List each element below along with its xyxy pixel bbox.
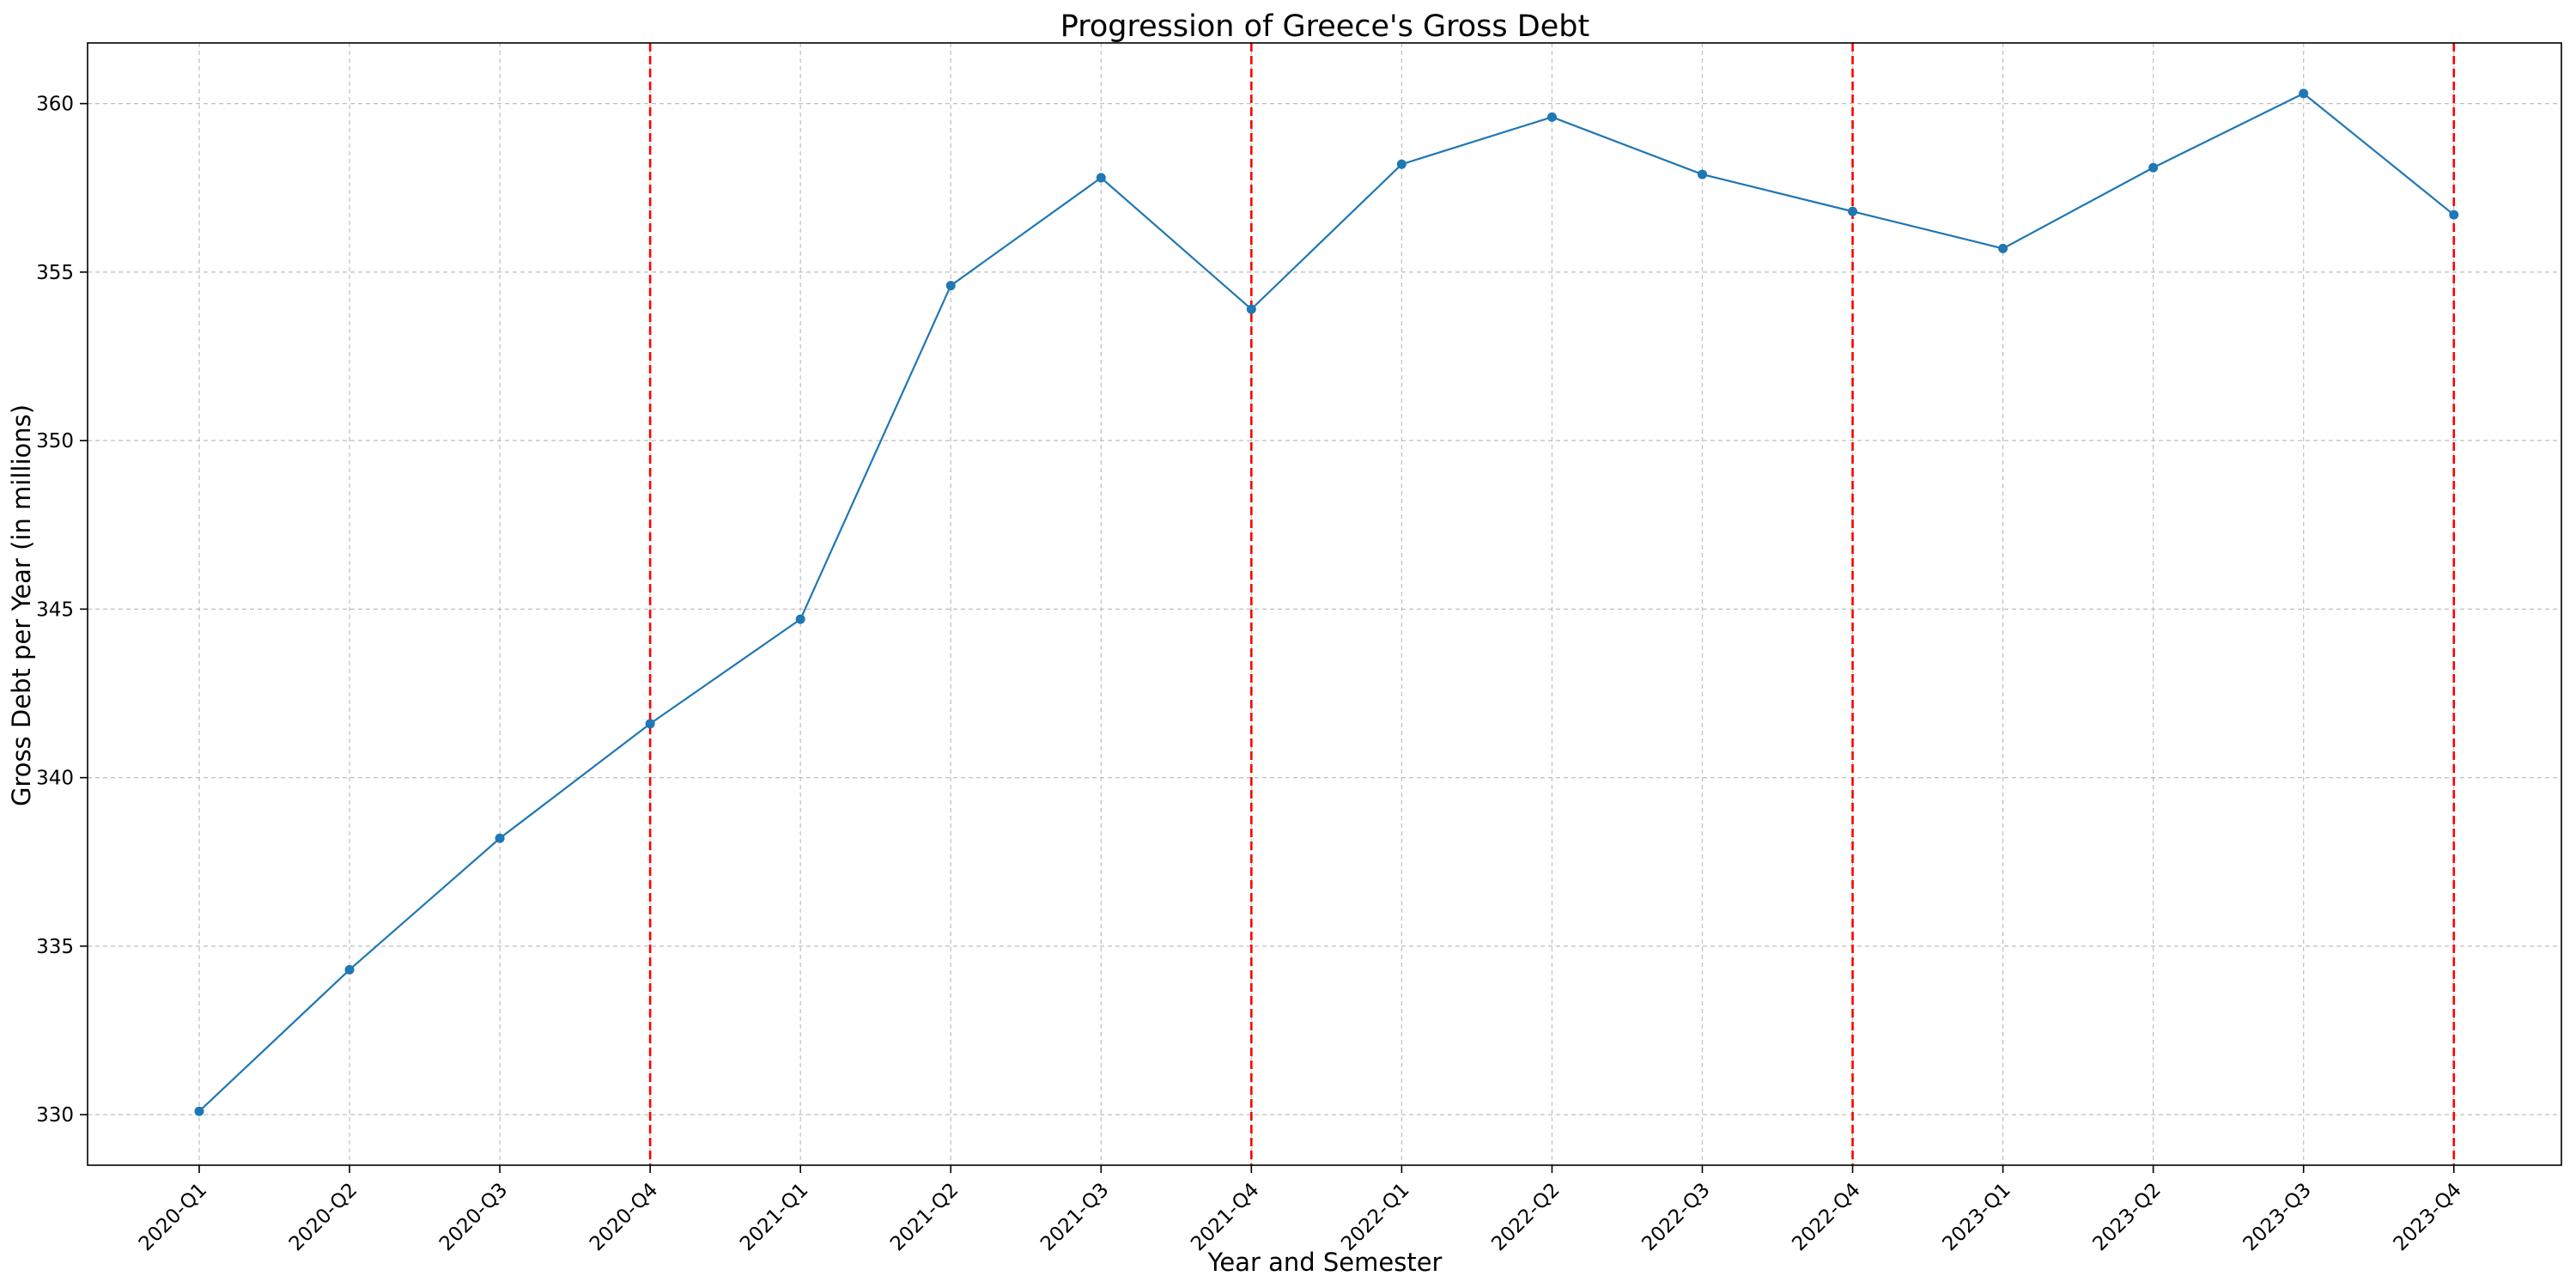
x-tick-label: 2023-Q1 bbox=[1938, 1179, 2014, 1255]
x-tick-label: 2022-Q4 bbox=[1788, 1179, 1864, 1255]
x-tick-label: 2022-Q1 bbox=[1337, 1179, 1413, 1255]
data-point bbox=[795, 614, 805, 624]
x-axis: 2020-Q1 2020-Q2 2020-Q3 2020-Q4 2021-Q1 2021-… bbox=[135, 1165, 2466, 1255]
data-point bbox=[1698, 169, 1707, 179]
data-point bbox=[1396, 159, 1406, 169]
x-tick-label: 2022-Q3 bbox=[1637, 1179, 1714, 1255]
x-tick-label: 2020-Q4 bbox=[586, 1179, 662, 1255]
data-point bbox=[2148, 162, 2159, 173]
plot-frame bbox=[87, 42, 2562, 1166]
y-tick-label: 360 bbox=[36, 94, 74, 116]
data-point bbox=[1546, 112, 1557, 122]
x-tick-label: 2021-Q3 bbox=[1036, 1179, 1113, 1255]
y-tick-label: 340 bbox=[36, 768, 74, 790]
data-point bbox=[344, 964, 355, 975]
y-tick-label: 350 bbox=[36, 430, 74, 453]
y-axis-label: Gross Debt per Year (in millions) bbox=[7, 404, 36, 806]
data-point bbox=[1096, 173, 1106, 183]
data-point bbox=[1998, 243, 2008, 253]
y-tick-label: 345 bbox=[36, 598, 74, 621]
data-point bbox=[194, 1106, 204, 1116]
data-point bbox=[645, 719, 655, 729]
series-line bbox=[198, 92, 2455, 1113]
y-tick-label: 335 bbox=[36, 936, 74, 958]
x-axis-label: Year and Semester bbox=[1207, 1248, 1443, 1277]
data-point bbox=[945, 281, 956, 291]
data-point bbox=[1246, 304, 1256, 314]
y-axis: 330 335 340 345 350 355 360 bbox=[36, 94, 88, 1127]
x-tick-label: 2020-Q1 bbox=[135, 1179, 211, 1255]
year-end-markers bbox=[648, 43, 2456, 1165]
x-tick-label: 2021-Q2 bbox=[886, 1179, 963, 1255]
series bbox=[194, 88, 2459, 1116]
x-tick-label: 2020-Q2 bbox=[285, 1179, 361, 1255]
y-tick-label: 355 bbox=[36, 262, 74, 284]
x-tick-label: 2023-Q4 bbox=[2390, 1179, 2466, 1255]
data-point bbox=[2449, 210, 2459, 220]
x-tick-label: 2022-Q2 bbox=[1487, 1179, 1564, 1255]
x-tick-label: 2023-Q3 bbox=[2239, 1179, 2316, 1255]
x-tick-label: 2021-Q4 bbox=[1187, 1179, 1263, 1255]
data-point bbox=[1848, 206, 1858, 216]
data-point bbox=[495, 833, 505, 843]
chart-title: Progression of Greece's Gross Debt bbox=[1060, 9, 1589, 44]
data-point bbox=[2299, 88, 2309, 99]
grid bbox=[88, 43, 2561, 1165]
x-tick-label: 2023-Q2 bbox=[2088, 1179, 2165, 1255]
x-tick-label: 2021-Q1 bbox=[736, 1179, 812, 1255]
x-tick-label: 2020-Q3 bbox=[435, 1179, 512, 1255]
y-tick-label: 330 bbox=[36, 1104, 74, 1127]
